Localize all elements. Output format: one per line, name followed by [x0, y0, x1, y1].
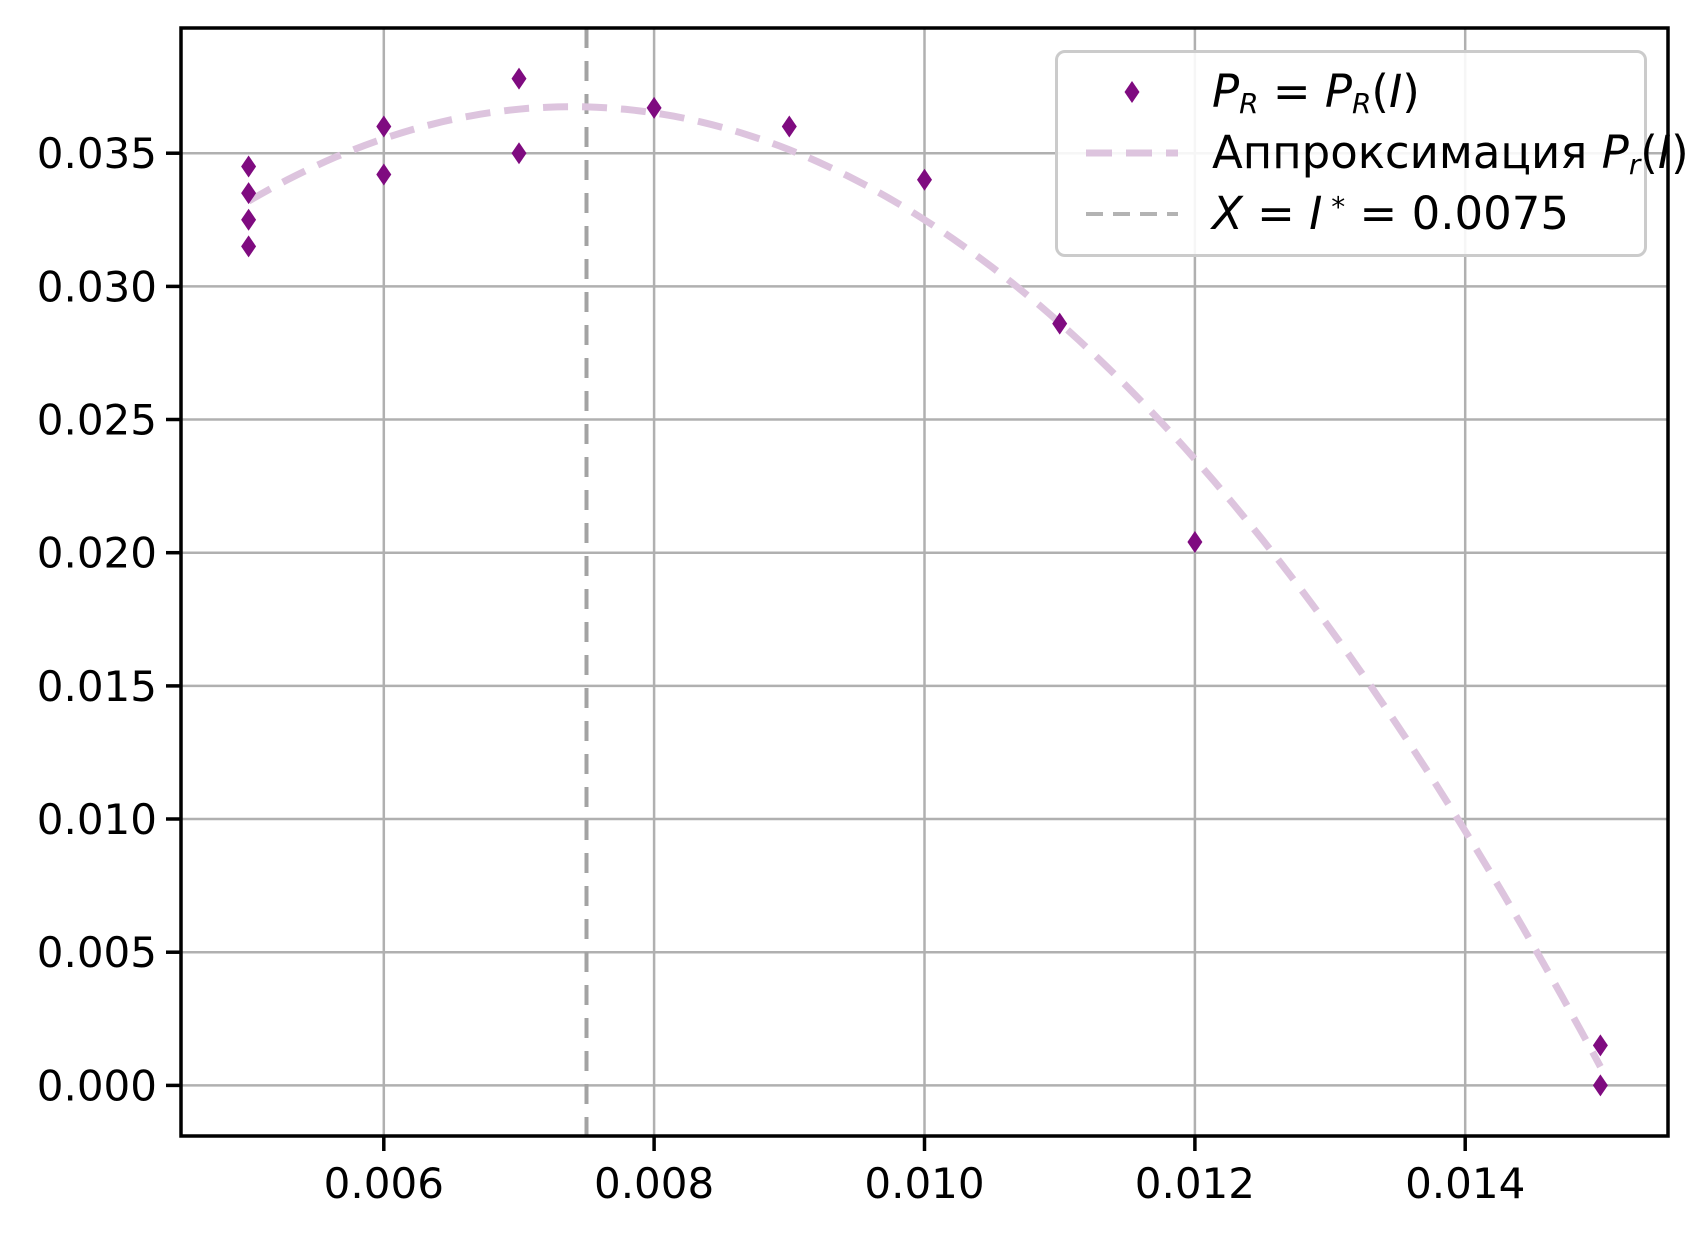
y-tick-label: 0.000 [37, 1061, 157, 1110]
legend-dash-line-icon [1086, 211, 1178, 216]
scatter-point [241, 182, 257, 205]
legend-diamond-icon [1124, 80, 1140, 103]
x-tick-label: 0.012 [1135, 1159, 1255, 1208]
legend-item-vline: X = I * = 0.0075 [1084, 183, 1644, 244]
y-tick-label: 0.030 [37, 262, 157, 311]
fit-curve [246, 103, 1604, 1069]
legend-vline-sample [1084, 186, 1180, 242]
legend-vline-label: X = I * = 0.0075 [1212, 187, 1570, 240]
scatter-point [376, 115, 392, 138]
legend-fit-label: Аппроксимация Pr(I) [1212, 126, 1689, 182]
x-tick-label: 0.010 [864, 1159, 984, 1208]
legend-item-fit: Аппроксимация Pr(I) [1084, 122, 1689, 183]
scatter-point [917, 168, 932, 191]
scatter-point [1592, 1034, 1608, 1057]
y-tick-label: 0.010 [37, 795, 157, 844]
scatter-point [1592, 1074, 1608, 1097]
y-tick-label: 0.020 [37, 529, 157, 578]
x-tick-label: 0.014 [1405, 1159, 1525, 1208]
scatter-point [1187, 531, 1203, 553]
scatter-point [1052, 312, 1068, 335]
legend-item-scatter: PR = PR(I) [1084, 61, 1644, 122]
legend-box: PR = PR(I) Аппроксимация Pr(I) X = I * =… [1055, 50, 1689, 257]
y-tick-label: 0.025 [37, 396, 157, 445]
y-tick-label: 0.035 [37, 129, 157, 178]
scatter-point [511, 142, 527, 165]
y-tick-label: 0.015 [37, 662, 157, 711]
scatter-point [376, 163, 392, 186]
scatter-point [646, 96, 662, 119]
scatter-point [241, 235, 257, 258]
x-tick-label: 0.008 [594, 1159, 714, 1208]
scatter-point [511, 67, 527, 90]
legend-dash-line-icon [1086, 149, 1178, 156]
scatter-point [241, 155, 257, 178]
y-tick-label: 0.005 [37, 928, 157, 977]
scatter-point [781, 115, 797, 138]
scatter-point [241, 208, 257, 231]
x-tick-label: 0.006 [324, 1159, 444, 1208]
legend-fit-line-sample [1084, 125, 1180, 181]
legend-scatter-marker-sample [1084, 64, 1180, 120]
legend-scatter-label: PR = PR(I) [1212, 65, 1420, 121]
